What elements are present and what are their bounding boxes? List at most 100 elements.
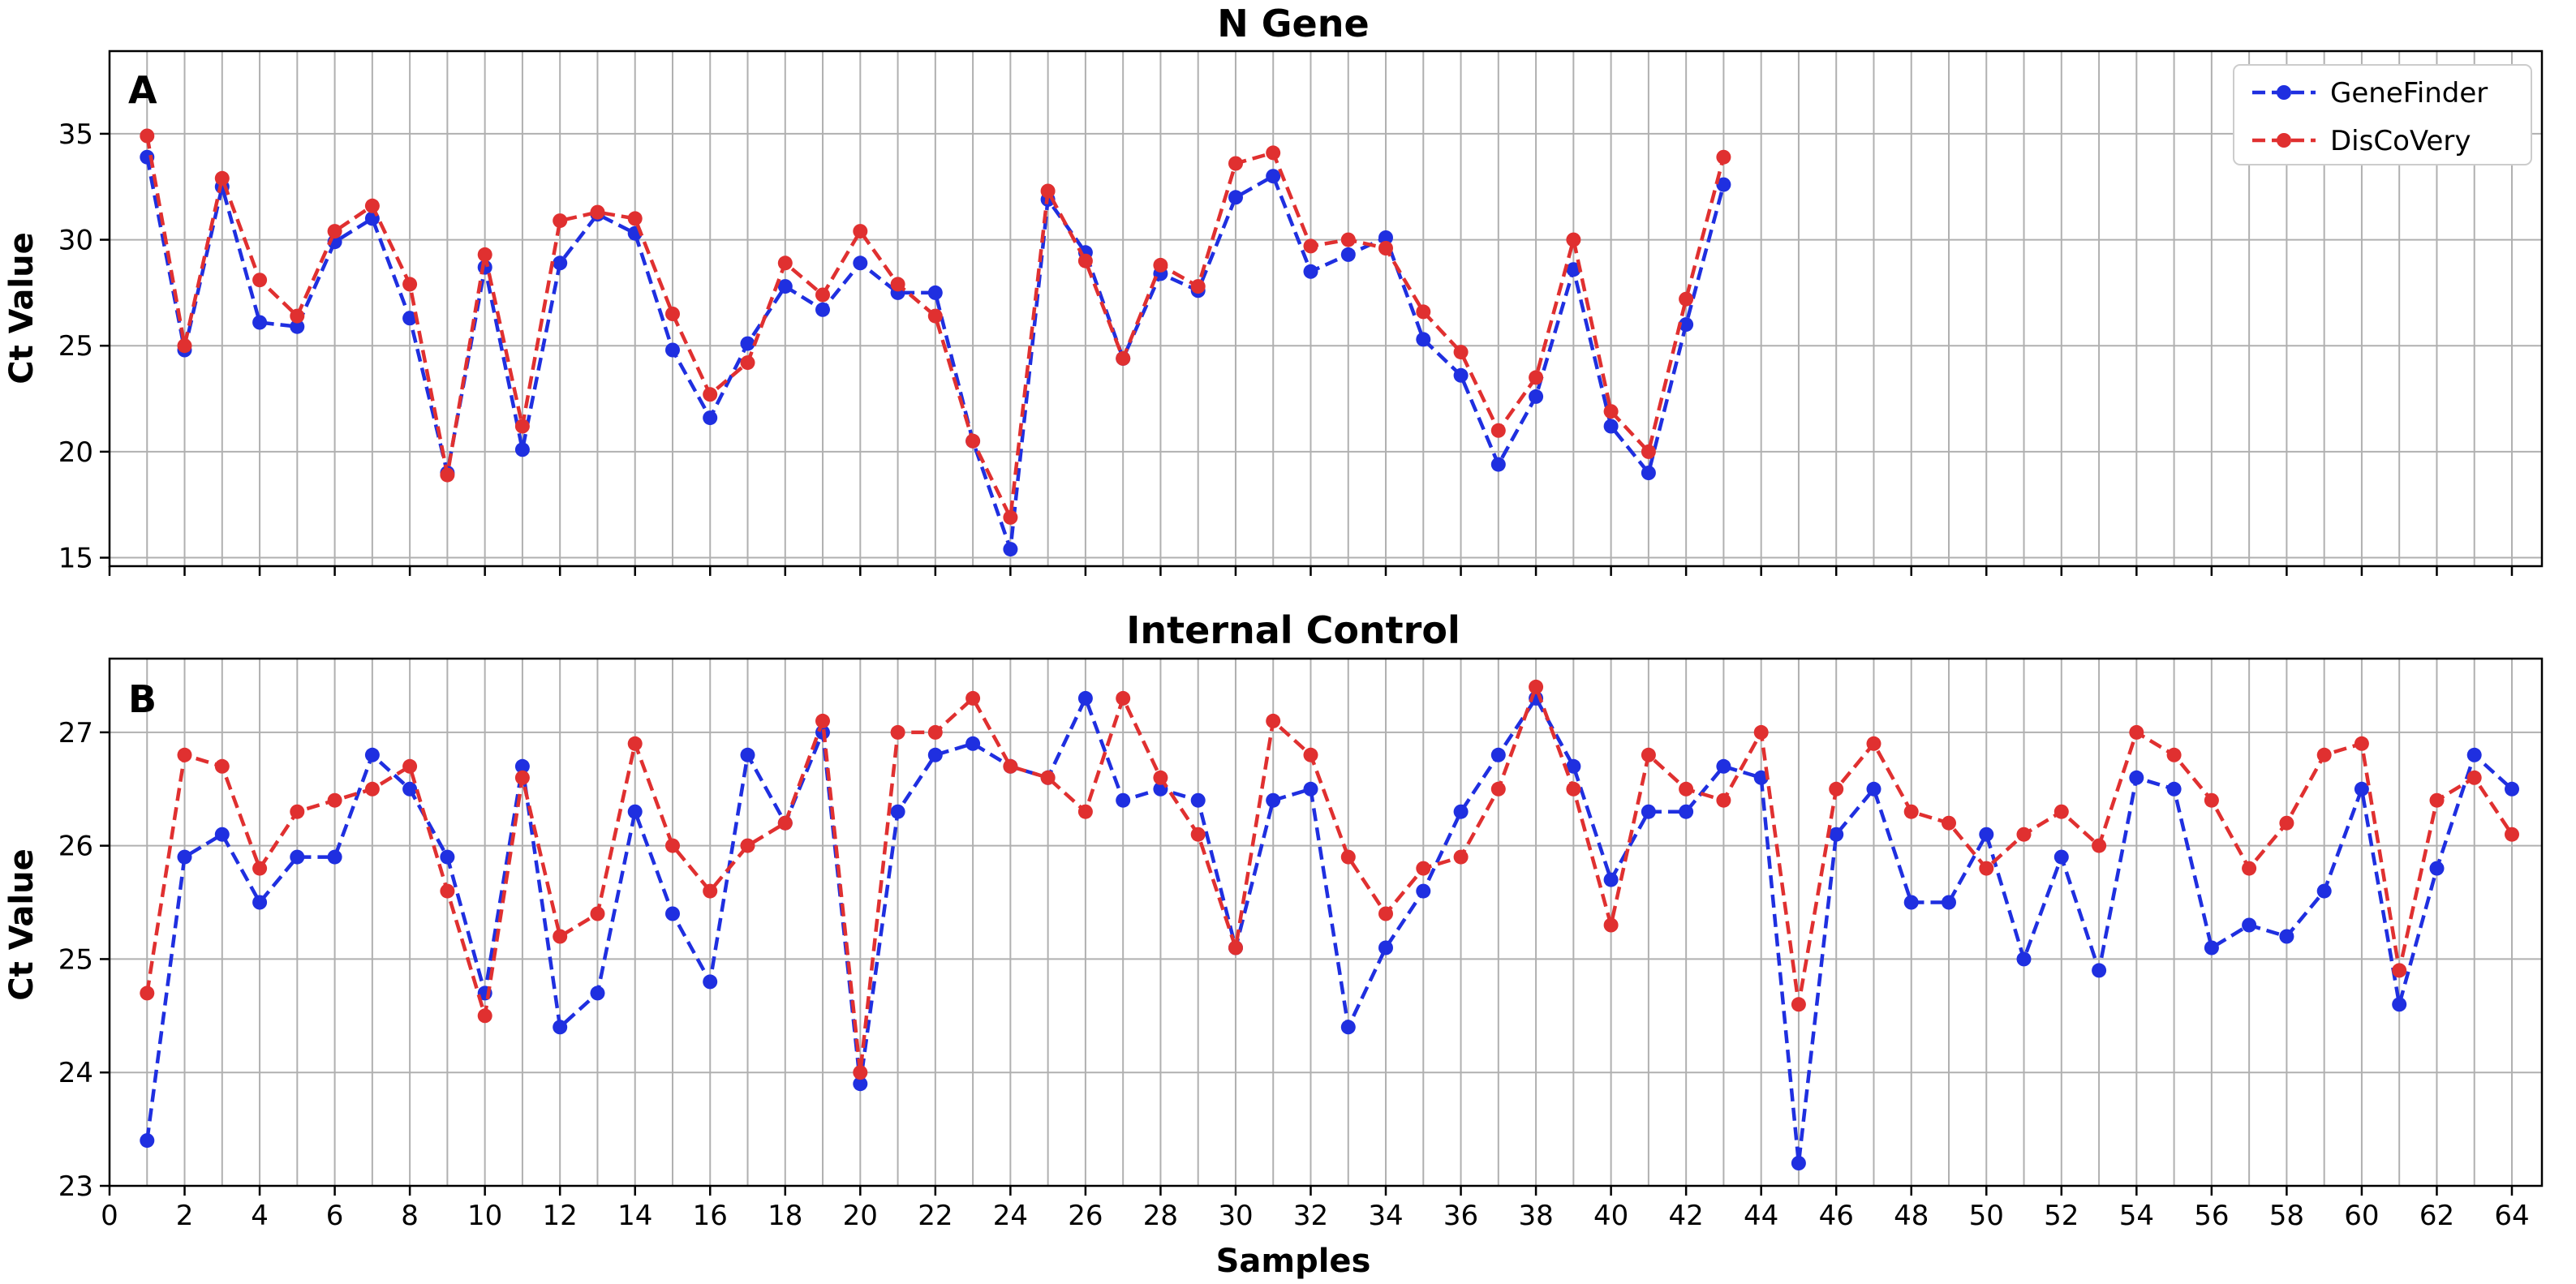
panel-a-genefinder-point-34: [1378, 230, 1393, 245]
panel-a-genefinder-point-37: [1490, 457, 1506, 472]
panel-b-genefinder-point-21: [890, 804, 905, 819]
panel-b-genefinder-point-49: [1942, 895, 1956, 910]
panel-a-discovery-point-31: [1266, 145, 1281, 161]
panel-a-genefinder-point-8: [402, 311, 418, 326]
panel-b-genefinder-point-53: [2092, 963, 2107, 978]
panel-b-ytick-label-26: 26: [58, 831, 93, 863]
panel-b-xtick-label-18: 18: [768, 1200, 802, 1232]
panel-a-discovery-point-18: [777, 256, 793, 271]
panel-b-genefinder-point-55: [2166, 781, 2182, 797]
panel-a-genefinder-point-40: [1603, 419, 1619, 434]
panel-a-genefinder-point-19: [815, 302, 830, 317]
panel-b-genefinder-point-58: [2279, 929, 2294, 944]
panel-b-discovery-point-36: [1453, 849, 1469, 865]
panel-b-genefinder-point-57: [2242, 917, 2257, 933]
panel-a-discovery-point-3: [214, 170, 230, 186]
panel-b-discovery-point-22: [927, 724, 943, 740]
panel-b-discovery-point-35: [1416, 861, 1431, 876]
panel-b-genefinder-point-61: [2392, 997, 2407, 1012]
panel-b-discovery-point-21: [890, 724, 905, 740]
panel-a-discovery-point-33: [1340, 232, 1356, 247]
panel-a-discovery-point-13: [590, 204, 605, 220]
panel-a-discovery-point-2: [177, 338, 192, 354]
panel-b-genefinder-point-50: [1979, 827, 1994, 842]
panel-b-genefinder-point-22: [927, 747, 943, 762]
panel-b-discovery-point-54: [2129, 724, 2144, 740]
panel-a-discovery-point-16: [703, 387, 718, 402]
panel-a-discovery-point-10: [477, 247, 492, 262]
panel-b-xtick-label-10: 10: [467, 1200, 502, 1232]
panel-b-xtick-label-32: 32: [1293, 1200, 1328, 1232]
panel-b-xtick-label-16: 16: [693, 1200, 728, 1232]
panel-a-discovery-point-35: [1416, 304, 1431, 320]
panel-b-xtick-label-2: 2: [176, 1200, 194, 1232]
panel-b-genefinder-point-35: [1416, 883, 1431, 899]
panel-b-discovery-point-59: [2316, 747, 2332, 762]
panel-b-discovery-point-16: [703, 883, 718, 899]
panel-b-discovery-point-25: [1040, 770, 1056, 785]
panel-b-discovery-point-57: [2242, 861, 2257, 876]
panel-b-xtick-label-26: 26: [1068, 1200, 1103, 1232]
panel-b-discovery-point-10: [477, 1008, 492, 1024]
panel-b-genefinder-point-39: [1566, 758, 1581, 774]
panel-b-genefinder-point-48: [1903, 895, 1919, 910]
panel-b-genefinder-point-52: [2053, 849, 2069, 865]
panel-a-ytick-label-30: 30: [58, 225, 93, 257]
panel-a-genefinder-point-5: [290, 319, 305, 334]
panel-b-discovery-point-12: [553, 929, 568, 944]
panel-b-xtick-label-30: 30: [1218, 1200, 1253, 1232]
panel-b-xtick-label-34: 34: [1368, 1200, 1403, 1232]
panel-a-discovery-point-38: [1529, 370, 1544, 385]
legend-genefinder-label: GeneFinder: [2330, 77, 2488, 110]
panel-a-genefinder-point-15: [665, 342, 680, 358]
panel-b-discovery-point-42: [1679, 781, 1694, 797]
panel-b-xtick-label-46: 46: [1819, 1200, 1854, 1232]
panel-a-discovery-point-43: [1716, 149, 1731, 165]
panel-b-discovery-point-52: [2053, 804, 2069, 819]
panel-a-genefinder-point-35: [1416, 332, 1431, 347]
panel-a-discovery-point-8: [402, 277, 418, 292]
panel-b-genefinder-point-26: [1077, 690, 1093, 706]
panel-a-discovery-point-25: [1040, 183, 1056, 199]
panel-b-discovery-point-11: [514, 770, 530, 785]
panel-a-discovery-point-36: [1453, 345, 1469, 360]
panel-b-y-axis-label: Ct Value: [3, 848, 41, 1000]
panel-b-discovery-line: [145, 685, 2514, 1075]
panel-a-genefinder-point-43: [1716, 177, 1731, 192]
panel-b-genefinder-point-62: [2429, 861, 2445, 876]
panel-b-discovery-point-55: [2166, 747, 2182, 762]
panel-b-discovery-point-14: [627, 736, 643, 751]
panel-b-genefinder-point-56: [2204, 940, 2219, 955]
panel-a-genefinder-point-17: [740, 336, 755, 351]
panel-a-discovery-point-11: [514, 419, 530, 434]
panel-b-discovery-point-41: [1641, 747, 1656, 762]
panel-b-genefinder-point-8: [402, 781, 418, 797]
panel-a-discovery-point-9: [440, 467, 455, 483]
panel-b-ytick-label-23: 23: [58, 1170, 93, 1203]
panel-b-discovery-point-56: [2204, 792, 2219, 808]
panel-b-discovery-point-45: [1791, 997, 1806, 1012]
panel-b-xtick-label-58: 58: [2269, 1200, 2304, 1232]
panel-b-genefinder-point-36: [1453, 804, 1469, 819]
panel-b-ytick-label-25: 25: [58, 943, 93, 976]
panel-a-genefinder-point-18: [777, 279, 793, 294]
panel-b-genefinder-point-7: [364, 747, 380, 762]
panel-a-genefinder-point-31: [1266, 169, 1281, 184]
panel-b-genefinder-point-23: [965, 736, 981, 751]
panel-b-genefinder-point-34: [1378, 940, 1393, 955]
panel-b-xtick-label-24: 24: [993, 1200, 1028, 1232]
panel-b-genefinder-point-54: [2129, 770, 2144, 785]
panel-b-genefinder-point-63: [2466, 747, 2482, 762]
panel-b-label: B: [128, 677, 157, 721]
panel-b-xtick-label-48: 48: [1894, 1200, 1929, 1232]
panel-b-genefinder-point-20: [853, 1076, 868, 1092]
panel-a-discovery-point-6: [327, 224, 342, 239]
panel-b-discovery-point-6: [327, 792, 342, 808]
panel-b-discovery-point-43: [1716, 792, 1731, 808]
legend: GeneFinder DisCoVery: [2233, 64, 2532, 165]
panel-b-genefinder-point-15: [665, 906, 680, 921]
panel-a-ytick-label-25: 25: [58, 330, 93, 363]
panel-a-discovery-point-1: [140, 128, 155, 144]
panel-a-axes: 15 20 25 30 35: [58, 49, 2544, 576]
